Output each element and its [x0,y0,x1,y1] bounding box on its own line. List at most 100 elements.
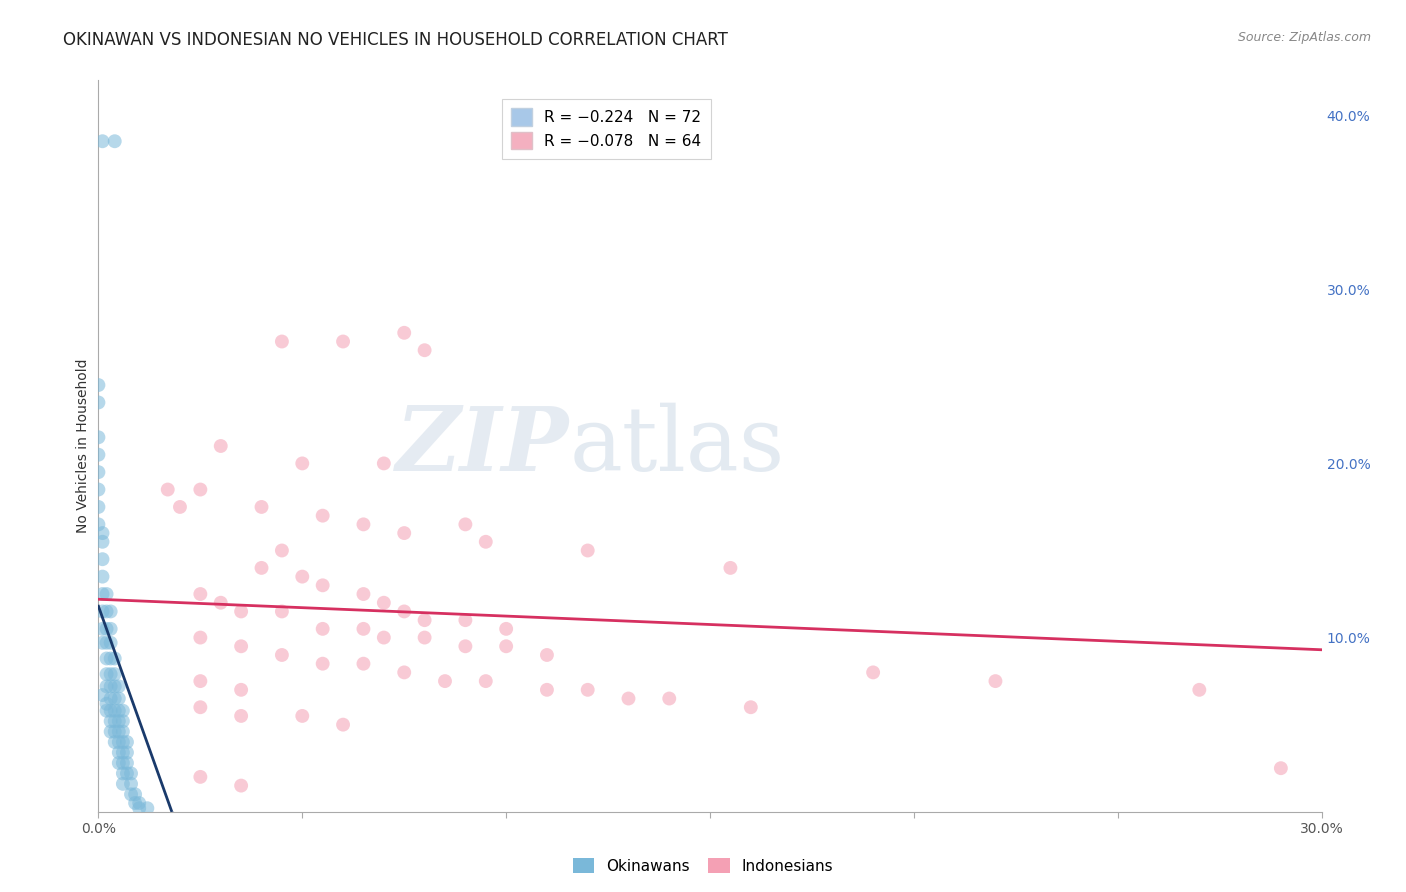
Point [96,651,118,665]
Point [104,735,127,749]
Point [124,787,146,801]
Point [1188,682,1211,697]
Text: Source: ZipAtlas.com: Source: ZipAtlas.com [1237,31,1371,45]
Point [984,674,1007,689]
Point [87,500,110,514]
Point [108,756,131,770]
Point [128,796,150,810]
Point [91,604,114,618]
Point [188,631,212,645]
Point [392,326,416,340]
Point [576,543,599,558]
Point [352,587,374,601]
Point [91,569,114,583]
Text: OKINAWAN VS INDONESIAN NO VEHICLES IN HOUSEHOLD CORRELATION CHART: OKINAWAN VS INDONESIAN NO VEHICLES IN HO… [63,31,728,49]
Point [291,569,314,583]
Point [96,697,118,711]
Point [100,667,122,681]
Point [495,640,517,654]
Point [120,787,142,801]
Point [108,735,131,749]
Point [231,709,253,723]
Point [270,648,294,662]
Point [188,770,212,784]
Point [111,766,134,780]
Point [104,134,127,148]
Point [91,134,114,148]
Point [231,682,253,697]
Point [104,714,127,728]
Point [111,704,134,718]
Point [536,682,558,697]
Point [312,508,335,523]
Point [115,735,138,749]
Point [392,665,416,680]
Point [128,801,150,815]
Point [454,640,477,654]
Point [658,691,681,706]
Point [124,796,146,810]
Point [352,657,374,671]
Point [108,704,131,718]
Point [120,766,142,780]
Point [188,700,212,714]
Point [87,395,110,409]
Point [1270,761,1292,775]
Point [100,651,122,665]
Legend: R = −0.224   N = 72, R = −0.078   N = 64: R = −0.224 N = 72, R = −0.078 N = 64 [502,99,710,159]
Point [100,691,122,706]
Point [111,724,134,739]
Point [91,534,114,549]
Y-axis label: No Vehicles in Household: No Vehicles in Household [76,359,90,533]
Point [188,483,212,497]
Point [87,378,110,392]
Point [108,679,131,693]
Point [209,439,232,453]
Point [104,667,127,681]
Text: atlas: atlas [569,402,785,490]
Point [373,631,395,645]
Point [312,657,335,671]
Legend: Okinawans, Indonesians: Okinawans, Indonesians [567,852,839,880]
Point [413,613,436,627]
Point [392,604,416,618]
Point [100,604,122,618]
Point [454,517,477,532]
Text: ZIP: ZIP [396,403,569,489]
Point [100,679,122,693]
Point [87,430,110,444]
Point [474,674,498,689]
Point [100,704,122,718]
Point [104,691,127,706]
Point [231,604,253,618]
Point [100,714,122,728]
Point [291,457,314,471]
Point [108,746,131,760]
Point [87,517,110,532]
Point [104,724,127,739]
Point [91,526,114,541]
Point [115,756,138,770]
Point [231,779,253,793]
Point [120,777,142,791]
Point [96,604,118,618]
Point [104,651,127,665]
Point [96,622,118,636]
Point [862,665,884,680]
Point [136,801,159,815]
Point [91,552,114,566]
Point [495,622,517,636]
Point [413,343,436,358]
Point [96,667,118,681]
Point [96,679,118,693]
Point [617,691,640,706]
Point [115,746,138,760]
Point [169,500,191,514]
Point [413,631,436,645]
Point [115,766,138,780]
Point [352,622,374,636]
Point [740,700,762,714]
Point [536,648,558,662]
Point [576,682,599,697]
Point [231,640,253,654]
